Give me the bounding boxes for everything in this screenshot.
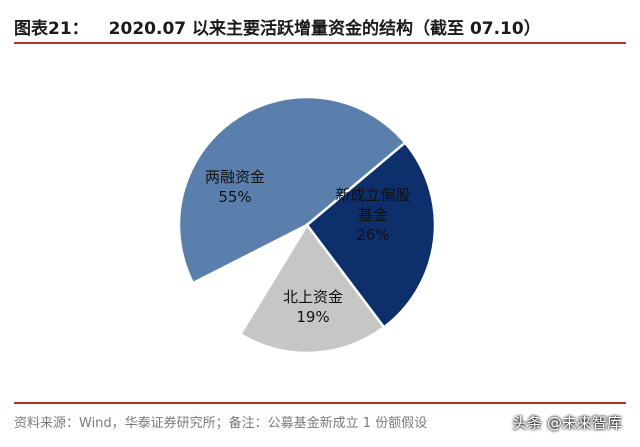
slice-label-line: 19%: [296, 308, 329, 326]
pie-slice-3: [238, 222, 386, 355]
slice-label-1: 两融资金 55%: [205, 168, 265, 206]
slice-label-line: 北上资金: [283, 288, 343, 306]
figure-label: 图表21：: [14, 19, 89, 39]
figure-title: 图表21： 2020.07 以来主要活跃增量资金的结构（截至 07.10）: [14, 14, 541, 39]
pie-chart: 两融资金 55% 新成立偏股基金 26% 北上资金 19%: [177, 95, 437, 355]
slice-label-line: 新成立偏股: [335, 186, 410, 204]
slice-label-3: 北上资金 19%: [283, 288, 343, 326]
slice-label-line: 26%: [356, 226, 389, 244]
figure-title-text: 2020.07 以来主要活跃增量资金的结构（截至 07.10）: [108, 19, 541, 39]
slice-label-line: 55%: [218, 188, 251, 206]
slice-label-2: 新成立偏股基金 26%: [335, 186, 410, 244]
pie-slice-2: [305, 140, 437, 330]
title-divider: [14, 42, 626, 44]
slice-label-line: 基金: [358, 206, 388, 224]
slice-label-line: 两融资金: [205, 168, 265, 186]
watermark: 头条 @未来智库: [512, 414, 622, 432]
footer-divider: [14, 402, 626, 404]
source-note: 资料来源：Wind，华泰证券研究所；备注：公募基金新成立 1 份额假设: [14, 416, 428, 431]
